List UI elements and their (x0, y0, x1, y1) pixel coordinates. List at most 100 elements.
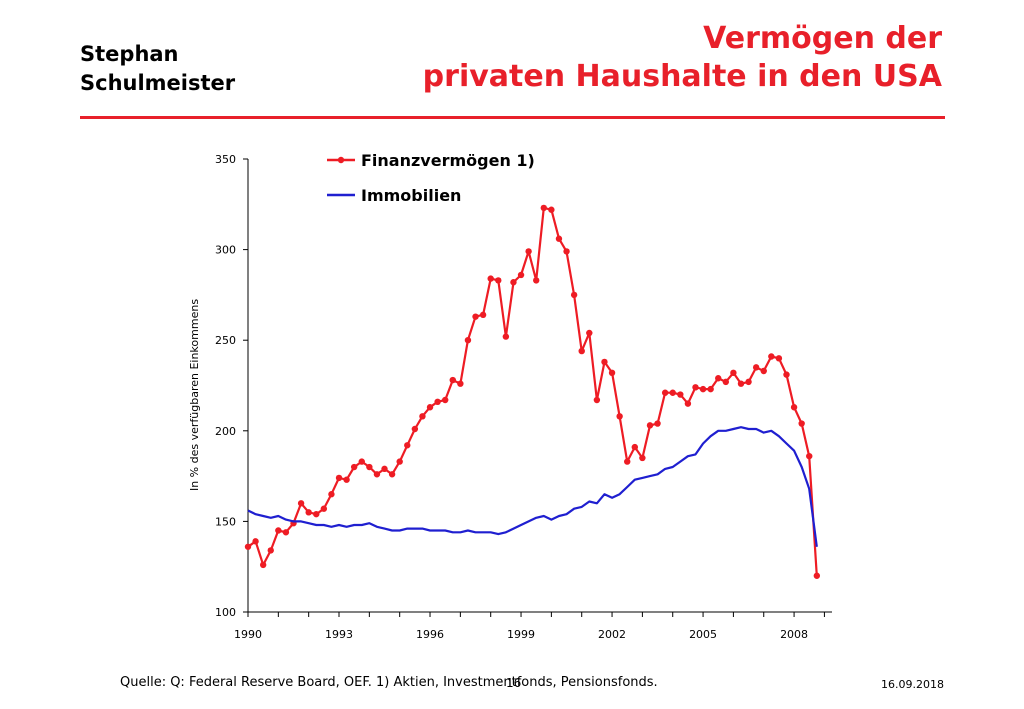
data-point-financial (343, 476, 350, 483)
x-tick-label: 1996 (416, 628, 444, 641)
data-point-financial (570, 291, 578, 299)
data-point-financial (441, 396, 449, 404)
data-point-financial (305, 509, 312, 516)
series-lines (244, 204, 821, 579)
data-point-financial (297, 500, 305, 507)
legend-label-financial: Finanzvermögen 1) (361, 151, 535, 170)
data-point-financial (358, 458, 365, 465)
x-tick-label: 2005 (689, 628, 717, 641)
data-point-financial (381, 465, 388, 473)
series-line-realestate (247, 426, 818, 547)
data-point-financial (502, 333, 510, 340)
data-point-financial (563, 248, 570, 255)
data-point-financial (677, 391, 684, 398)
data-point-financial (692, 384, 699, 391)
data-point-financial (366, 463, 373, 471)
x-axis-ticks: 1990 1993 1996 1999 2002 2005 2008 (234, 612, 825, 641)
data-point-financial (684, 400, 692, 407)
title-line-2: privaten Haushalte in den USA (422, 59, 942, 94)
y-axis-ticks: 100 150 200 250 300 350 (215, 153, 248, 619)
data-point-financial (555, 235, 563, 242)
slide-title: Vermögen der privaten Haushalte in den U… (423, 20, 942, 96)
data-point-financial (411, 425, 419, 433)
series-line-financial (247, 206, 818, 576)
data-point-financial (464, 337, 472, 344)
data-point-financial (654, 420, 661, 427)
author-line-2: Schulmeister (80, 71, 236, 95)
data-point-financial (495, 277, 502, 284)
data-point-financial (646, 422, 654, 429)
data-point-financial (699, 385, 707, 393)
data-point-financial (631, 443, 639, 451)
data-point-financial (320, 505, 328, 512)
data-point-financial (586, 329, 593, 337)
data-point-financial (593, 396, 601, 404)
data-point-financial (737, 380, 745, 387)
data-point-financial (775, 355, 783, 362)
data-point-financial (525, 248, 532, 255)
data-point-financial (783, 371, 790, 378)
y-tick-label: 300 (215, 244, 236, 257)
data-point-financial (813, 572, 821, 579)
chart-legend: Finanzvermögen 1) Immobilien (327, 151, 535, 205)
data-point-financial (715, 375, 722, 382)
source-note: Quelle: Q: Federal Reserve Board, OEF. 1… (120, 675, 658, 690)
data-point-financial (768, 353, 775, 360)
data-point-financial (487, 275, 494, 282)
y-tick-label: 200 (215, 425, 236, 438)
x-tick-label: 2008 (780, 628, 808, 641)
data-point-financial (624, 458, 631, 465)
legend-label-realestate: Immobilien (361, 186, 461, 205)
y-tick-label: 150 (215, 515, 236, 528)
data-point-financial (252, 538, 259, 545)
data-point-financial (388, 471, 396, 478)
page-number: 16 (506, 676, 522, 690)
data-point-financial (760, 367, 767, 375)
data-point-financial (669, 389, 676, 396)
data-point-financial (313, 510, 320, 518)
y-tick-label: 250 (215, 334, 236, 347)
data-point-financial (259, 561, 267, 569)
data-point-financial (373, 471, 381, 478)
title-line-1: Vermögen der (703, 21, 942, 56)
data-point-financial (426, 404, 434, 411)
data-point-financial (548, 206, 555, 213)
data-point-financial (533, 277, 540, 284)
author-line-1: Stephan (80, 42, 179, 66)
data-point-financial (449, 376, 456, 384)
legend-marker-financial (337, 156, 345, 164)
data-point-financial (404, 442, 411, 449)
data-point-financial (282, 529, 290, 536)
data-point-financial (510, 279, 517, 286)
data-point-financial (639, 454, 646, 462)
data-point-financial (745, 378, 752, 386)
x-tick-label: 1993 (325, 628, 353, 641)
slide-date: 16.09.2018 (881, 678, 944, 691)
data-point-financial (396, 458, 403, 465)
data-point-financial (335, 474, 343, 482)
data-point-financial (419, 413, 426, 420)
author-name: Stephan Schulmeister (80, 40, 235, 98)
data-point-financial (328, 491, 335, 498)
data-point-financial (661, 389, 669, 396)
data-point-financial (578, 347, 585, 355)
data-point-financial (752, 364, 760, 371)
data-point-financial (517, 271, 525, 279)
data-point-financial (434, 398, 441, 406)
data-point-financial (790, 404, 798, 411)
data-point-financial (457, 380, 464, 387)
data-point-financial (722, 378, 730, 386)
data-point-financial (707, 385, 714, 393)
x-tick-label: 1999 (507, 628, 535, 641)
data-point-financial (798, 420, 805, 427)
data-point-financial (275, 527, 282, 534)
y-tick-label: 100 (215, 606, 236, 619)
x-tick-label: 1990 (234, 628, 262, 641)
data-point-financial (608, 369, 616, 377)
y-tick-label: 350 (215, 153, 236, 166)
data-point-financial (350, 463, 358, 471)
data-point-financial (540, 204, 547, 212)
chart-axes (247, 159, 832, 613)
data-point-financial (806, 452, 813, 460)
